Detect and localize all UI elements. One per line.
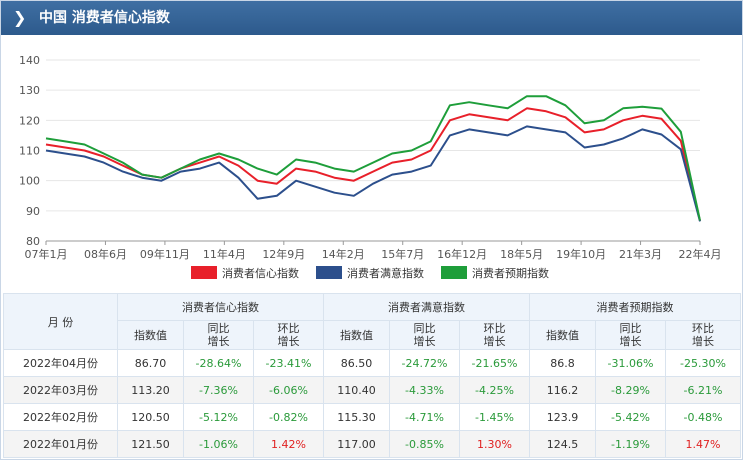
table-cell: 117.00 <box>323 430 390 458</box>
table-cell: -7.36% <box>183 376 254 404</box>
table-cell: -0.82% <box>253 403 324 431</box>
table-cell: -5.12% <box>183 403 254 431</box>
data-table: 月 份 消费者信心指数 消费者满意指数 消费者预期指数 指数值 同比 增长 环比 增长指… <box>3 293 741 458</box>
y-tick-label: 100 <box>19 175 40 188</box>
table-cell: -25.30% <box>665 349 741 377</box>
table-header-row: 月 份 消费者信心指数 消费者满意指数 消费者预期指数 <box>3 293 741 350</box>
table-cell: -23.41% <box>253 349 324 377</box>
x-tick-label: 18年5月 <box>500 247 543 261</box>
table-row: 2022年02月份 120.50 -5.12% -0.82% 115.30 -4.71% -… <box>3 403 741 431</box>
x-tick-label: 08年6月 <box>84 247 127 261</box>
table-cell: 86.8 <box>529 349 596 377</box>
x-tick-label: 12年9月 <box>262 247 305 261</box>
table-cell: -31.06% <box>595 349 666 377</box>
table-row: 2022年04月份 86.70 -28.64% -23.41% 86.50 -24.72%… <box>3 349 741 377</box>
x-tick-label: 09年11月 <box>140 247 190 261</box>
table-cell: 116.2 <box>529 376 596 404</box>
group-header: 消费者满意指数 <box>323 293 530 321</box>
panel-title: 中国 消费者信心指数 <box>39 10 170 26</box>
y-tick-label: 140 <box>19 54 40 67</box>
table-cell: 123.9 <box>529 403 596 431</box>
column-header: 指数值 <box>323 320 390 350</box>
table-cell: -28.64% <box>183 349 254 377</box>
table-cell: -8.29% <box>595 376 666 404</box>
table-row: 2022年01月份 121.50 -1.06% 1.42% 117.00 -0.85% 1.… <box>3 430 741 458</box>
table-cell: -0.85% <box>389 430 460 458</box>
table-cell: -24.72% <box>389 349 460 377</box>
series-line <box>45 125 701 222</box>
table-cell: 1.42% <box>253 430 324 458</box>
title-bar: ❯ 中国 消费者信心指数 <box>1 1 742 35</box>
legend-swatch <box>191 266 217 279</box>
group-header: 消费者预期指数 <box>529 293 741 321</box>
table-cell: 1.47% <box>665 430 741 458</box>
x-tick-label: 21年3月 <box>619 247 662 261</box>
table-cell: 1.30% <box>459 430 530 458</box>
table-cell: -1.45% <box>459 403 530 431</box>
month-header: 月 份 <box>3 293 118 350</box>
month-cell: 2022年04月份 <box>3 349 118 377</box>
table-cell: -4.33% <box>389 376 460 404</box>
table-cell: 124.5 <box>529 430 596 458</box>
legend-label: 消费者信心指数 <box>222 266 299 280</box>
month-cell: 2022年03月份 <box>3 376 118 404</box>
legend-label: 消费者预期指数 <box>472 266 549 280</box>
table-cell: -4.71% <box>389 403 460 431</box>
y-tick-label: 130 <box>19 84 40 97</box>
legend-swatch <box>441 266 467 279</box>
table-cell: -5.42% <box>595 403 666 431</box>
month-cell: 2022年01月份 <box>3 430 118 458</box>
column-header: 指数值 <box>117 320 184 350</box>
x-tick-label: 16年12月 <box>437 247 487 261</box>
column-header: 环比 增长 <box>253 320 324 350</box>
table-cell: 120.50 <box>117 403 184 431</box>
x-tick-label: 19年10月 <box>556 247 606 261</box>
table-cell: -1.06% <box>183 430 254 458</box>
column-header: 同比 增长 <box>183 320 254 350</box>
table-cell: -0.48% <box>665 403 741 431</box>
table-row: 2022年03月份 113.20 -7.36% -6.06% 110.40 -4.33% -… <box>3 376 741 404</box>
table-cell: -21.65% <box>459 349 530 377</box>
legend-label: 消费者满意指数 <box>347 266 424 280</box>
y-tick-label: 80 <box>26 235 40 248</box>
table-subheader-row: 指数值 同比 增长 环比 增长 指数值 同比 增长 环比 增长 指数值 同比 增长 环比 增长 <box>4 320 741 350</box>
x-tick-label: 07年1月 <box>25 247 68 261</box>
column-header: 环比 增长 <box>665 320 741 350</box>
column-header: 同比 增长 <box>595 320 666 350</box>
table-cell: 113.20 <box>117 376 184 404</box>
x-tick-label: 14年2月 <box>322 247 365 261</box>
table-cell: 115.30 <box>323 403 390 431</box>
table-cell: 110.40 <box>323 376 390 404</box>
line-chart: 80 90 100 110 120 130 140 07年1月 08年6月 09年11月 11年4月… <box>19 54 722 280</box>
column-header: 指数值 <box>529 320 596 350</box>
table-cell: 86.70 <box>117 349 184 377</box>
chevron-right-icon[interactable]: ❯ <box>13 8 27 27</box>
series-line <box>45 107 701 222</box>
group-header: 消费者信心指数 <box>117 293 324 321</box>
month-cell: 2022年02月份 <box>3 403 118 431</box>
table-cell: -1.19% <box>595 430 666 458</box>
legend-swatch <box>316 266 342 279</box>
column-header: 同比 增长 <box>389 320 460 350</box>
table-cell: -6.21% <box>665 376 741 404</box>
y-tick-label: 120 <box>19 114 40 127</box>
y-tick-label: 110 <box>19 145 40 158</box>
x-tick-label: 11年4月 <box>203 247 246 261</box>
series-line <box>45 95 701 221</box>
table-cell: -4.25% <box>459 376 530 404</box>
column-header: 环比 增长 <box>459 320 530 350</box>
table-cell: 121.50 <box>117 430 184 458</box>
table-cell: -6.06% <box>253 376 324 404</box>
table-cell: 86.50 <box>323 349 390 377</box>
x-tick-label: 22年4月 <box>679 247 722 261</box>
chart-area: 80 90 100 110 120 130 140 07年1月 08年6月 09年11月 11年4月… <box>1 35 742 291</box>
x-tick-label: 15年7月 <box>381 247 424 261</box>
y-tick-label: 90 <box>26 205 40 218</box>
